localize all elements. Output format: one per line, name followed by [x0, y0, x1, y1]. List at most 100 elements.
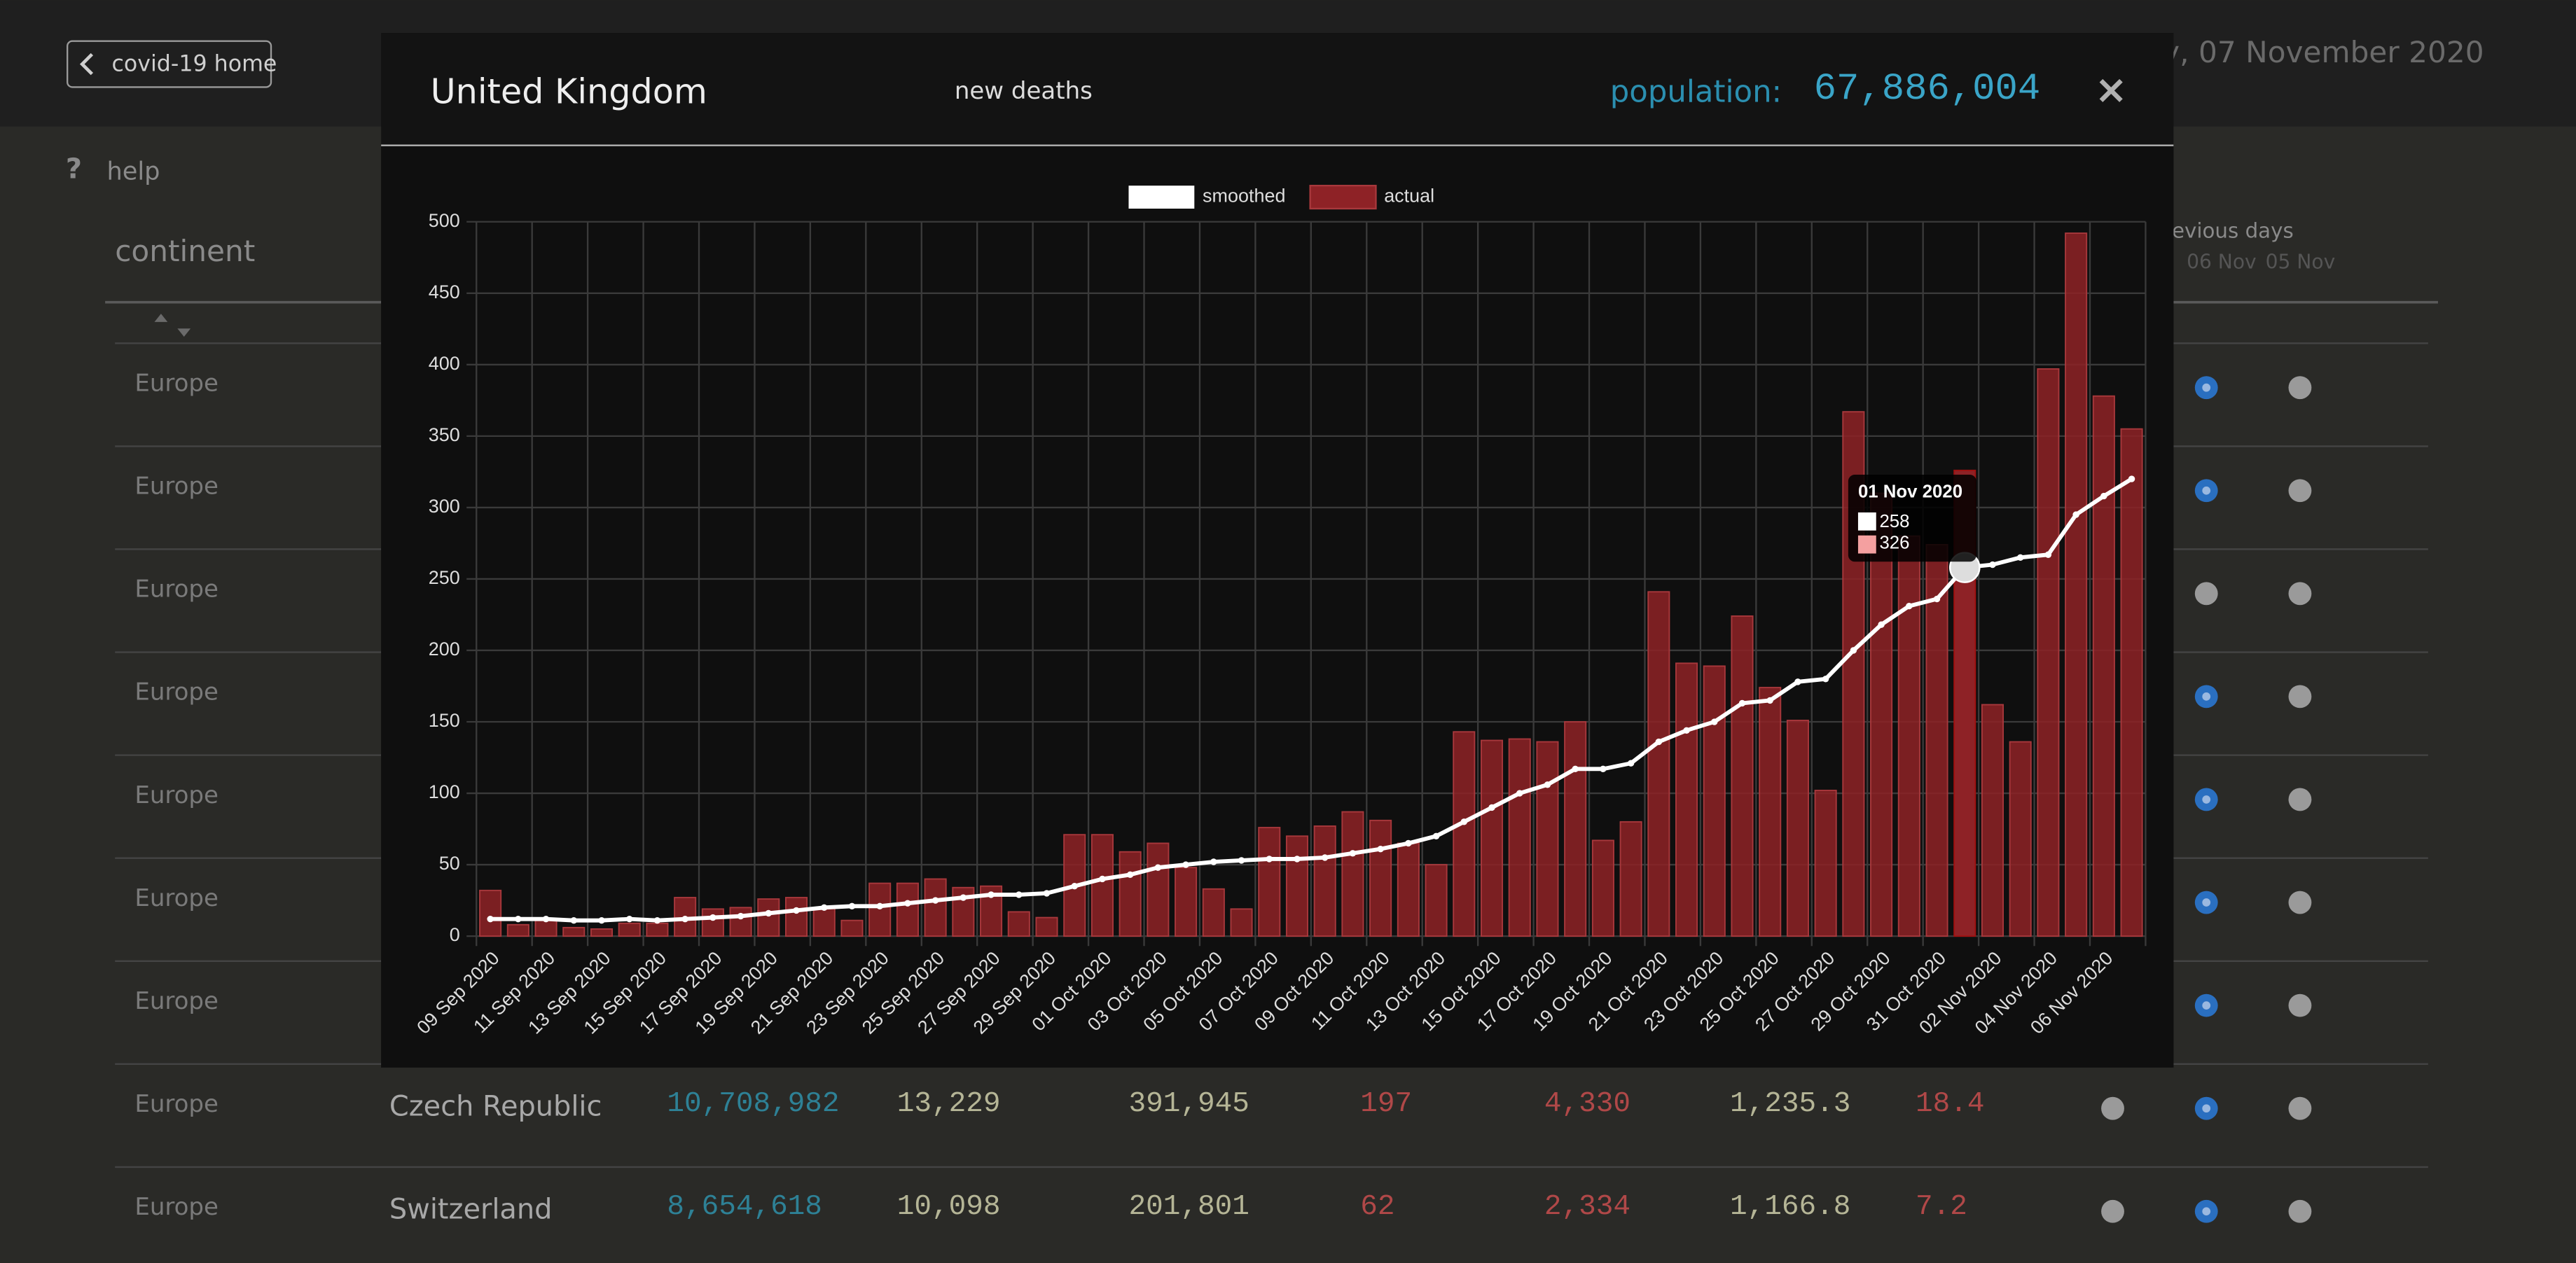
number-cell: 391,945	[1128, 1088, 1249, 1120]
y-tick-label: 300	[429, 496, 460, 517]
bar	[1230, 908, 1253, 937]
bar	[2065, 232, 2088, 937]
legend-swatch	[1128, 186, 1195, 209]
bar	[1425, 864, 1448, 937]
continent-cell: Europe	[134, 575, 219, 603]
point	[2100, 492, 2107, 500]
point	[876, 902, 883, 909]
y-tick-label: 350	[429, 424, 460, 445]
button-label: covid-19 home	[112, 52, 277, 77]
column-header: continent	[115, 234, 255, 268]
bar	[1202, 888, 1225, 937]
tooltip-box	[1848, 474, 1976, 562]
radio-dot-center	[2202, 795, 2211, 804]
sort-icon[interactable]	[154, 314, 191, 337]
point	[1906, 603, 1913, 610]
help-icon[interactable]: ?	[66, 153, 82, 186]
radio-dot[interactable]	[2288, 376, 2312, 400]
continent-cell: Europe	[134, 369, 219, 397]
bar	[924, 878, 947, 937]
continent-cell: Europe	[134, 781, 219, 809]
number-cell: 13,229	[897, 1088, 1001, 1120]
back-icon	[79, 53, 94, 76]
bar	[1508, 738, 1531, 937]
number-cell: 18.4	[1916, 1088, 1985, 1120]
point	[542, 915, 550, 923]
population-label: population:	[1610, 74, 1782, 109]
radio-dot[interactable]	[2288, 582, 2312, 606]
help-link[interactable]: help	[106, 157, 160, 186]
home-button[interactable]: covid-19 home	[66, 40, 277, 88]
radio-dot[interactable]	[2288, 685, 2312, 709]
bar	[1647, 591, 1670, 937]
continent-cell: Europe	[134, 1193, 219, 1221]
number-cell: 7.2	[1916, 1191, 1967, 1223]
tooltip-swatch	[1857, 512, 1876, 531]
point	[570, 916, 577, 924]
bar	[1786, 720, 1809, 937]
radio-dot[interactable]	[2288, 891, 2312, 914]
close-button[interactable]: ×	[2095, 67, 2128, 113]
point	[1182, 861, 1189, 868]
y-tick-label: 500	[429, 210, 460, 231]
radio-dot-center	[2202, 1104, 2211, 1113]
point	[1683, 727, 1690, 734]
radio-dot[interactable]	[2194, 582, 2218, 606]
number-cell: 201,801	[1128, 1191, 1249, 1223]
point	[1349, 850, 1357, 857]
modal: United Kingdom new deaths population: 67…	[381, 33, 2174, 1068]
point	[1544, 781, 1551, 788]
number-cell: 1,235.3	[1730, 1088, 1850, 1120]
continent-cell: Europe	[134, 1090, 219, 1118]
bar	[868, 882, 892, 937]
point	[1655, 738, 1663, 746]
point	[1266, 856, 1273, 863]
bar	[784, 897, 808, 937]
point	[1377, 845, 1384, 853]
point	[904, 900, 911, 907]
legend-label: actual	[1384, 186, 1434, 207]
bar	[1258, 827, 1281, 937]
number-cell: 8,654,618	[667, 1191, 822, 1223]
bar	[1897, 535, 1920, 937]
point	[1460, 818, 1467, 825]
point	[1572, 765, 1579, 773]
bar	[1870, 492, 1893, 937]
number-cell: 10,708,982	[667, 1088, 839, 1120]
bar	[1090, 834, 1114, 937]
y-tick-label: 100	[429, 781, 460, 802]
point	[1989, 561, 1996, 568]
bar	[1369, 819, 1392, 937]
point	[1016, 891, 1023, 898]
bar	[1313, 825, 1336, 937]
line	[490, 477, 2133, 923]
radio-dot[interactable]	[2288, 993, 2312, 1017]
radio-dot[interactable]	[2101, 1096, 2124, 1120]
bar	[506, 923, 529, 937]
radio-dot[interactable]	[2288, 1199, 2312, 1223]
point	[1238, 857, 1245, 864]
point	[2072, 511, 2079, 518]
bar	[1175, 867, 1198, 937]
tooltip-value: 258	[1879, 512, 1909, 531]
continent-cell: Europe	[134, 884, 219, 912]
bar	[1981, 704, 2004, 937]
point	[1432, 832, 1440, 839]
date: day, 07 November 2020	[2126, 35, 2484, 69]
point	[1794, 678, 1801, 685]
tooltip: 01 Nov 2020 258 326	[1848, 474, 1976, 562]
continent-cell: Europe	[134, 987, 219, 1015]
y-tick-label: 0	[450, 924, 460, 945]
radio-dot[interactable]	[2288, 479, 2312, 503]
radio-dot[interactable]	[2288, 1096, 2312, 1120]
point	[1099, 875, 1106, 883]
point	[1322, 854, 1329, 861]
radio-dot[interactable]	[2288, 788, 2312, 811]
y-tick-label: 50	[439, 853, 460, 874]
legend-label: smoothed	[1203, 186, 1285, 207]
point	[1850, 647, 1857, 654]
point	[793, 907, 800, 914]
radio-dot[interactable]	[2101, 1199, 2124, 1223]
bar	[1591, 839, 1614, 937]
point	[626, 915, 633, 923]
